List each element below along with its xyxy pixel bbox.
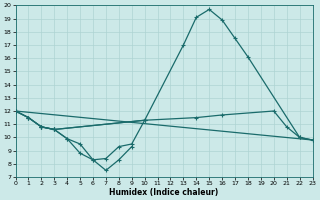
X-axis label: Humidex (Indice chaleur): Humidex (Indice chaleur) [109, 188, 219, 197]
